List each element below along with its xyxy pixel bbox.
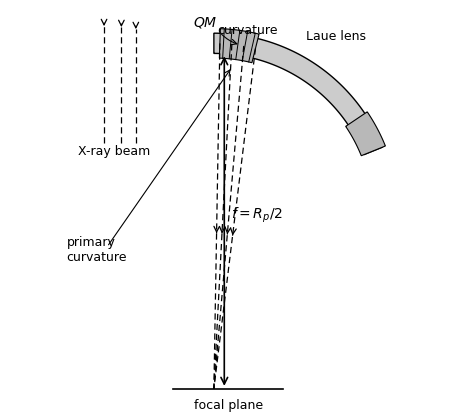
- Text: $f=R_p/2$: $f=R_p/2$: [231, 206, 283, 225]
- Text: curvature: curvature: [217, 24, 277, 37]
- Polygon shape: [219, 28, 259, 63]
- Text: primary
curvature: primary curvature: [66, 236, 127, 264]
- Text: focal plane: focal plane: [194, 399, 263, 412]
- Text: $QM$: $QM$: [193, 15, 218, 30]
- Text: X-ray beam: X-ray beam: [78, 145, 150, 158]
- Polygon shape: [346, 112, 385, 156]
- Text: Laue lens: Laue lens: [306, 30, 366, 43]
- Polygon shape: [214, 33, 383, 155]
